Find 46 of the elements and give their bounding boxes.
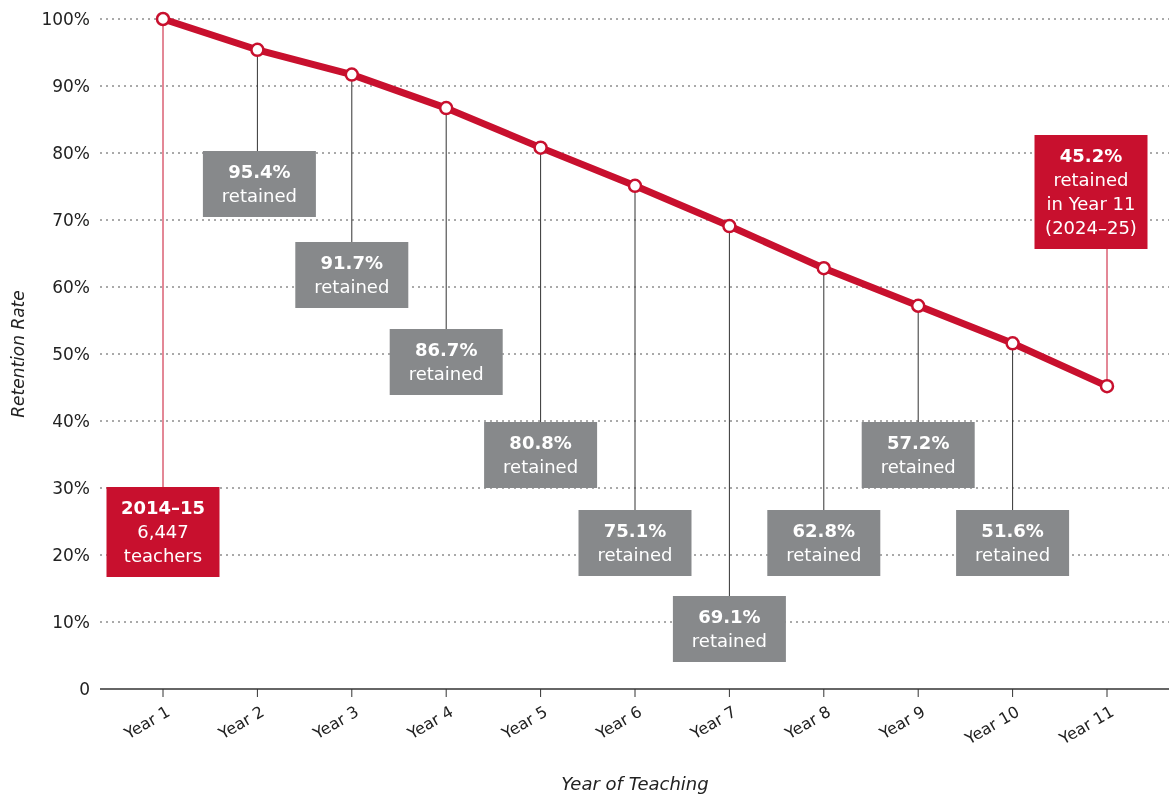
point	[722, 218, 737, 234]
y-tick-label: 40%	[52, 410, 90, 431]
annotation: 57.2% retained	[880, 432, 956, 477]
annotation: 95.4% retained	[221, 161, 297, 206]
point	[627, 178, 643, 194]
annotation: 91.7% retained	[314, 252, 390, 297]
annotation: 86.7% retained	[408, 339, 484, 384]
y-tick-label: 70%	[52, 209, 90, 230]
y-tick-label: 90%	[52, 75, 90, 96]
x-tick-label: Year 1	[120, 702, 173, 744]
point	[533, 140, 548, 155]
y-tick-label: 60%	[52, 276, 90, 297]
annotation: 80.8% retained	[503, 432, 579, 477]
annotation: 2014–15 6,447 teachers	[120, 497, 206, 566]
x-tick-label: Year 6	[592, 702, 645, 744]
annotation: 75.1% retained	[597, 520, 673, 565]
point	[438, 100, 454, 116]
x-tick-label: Year 3	[308, 702, 362, 744]
point	[344, 67, 360, 82]
y-tick-label: 100%	[41, 8, 90, 29]
x-tick-label: Year 9	[875, 702, 929, 744]
y-tick-label: 0	[79, 678, 90, 699]
point	[250, 42, 265, 58]
point	[910, 298, 926, 314]
x-tick-label: Year 2	[214, 702, 268, 744]
x-tick-label: Year 8	[780, 702, 834, 744]
y-tick-label: 30%	[52, 477, 90, 498]
y-tick-label: 10%	[52, 611, 90, 632]
point	[1005, 336, 1020, 351]
point	[155, 11, 171, 27]
y-tick-label: 50%	[52, 343, 90, 364]
annotation: 62.8% retained	[786, 520, 862, 565]
x-tick-label: Year 10	[960, 702, 1023, 749]
point	[1099, 378, 1115, 394]
x-tick-label: Year 7	[686, 702, 740, 744]
annotation: 69.1% retained	[691, 606, 767, 651]
y-tick-label: 80%	[52, 142, 90, 163]
y-tick-label: 20%	[52, 544, 90, 565]
point	[816, 260, 832, 276]
x-axis-title: Year of Teaching	[561, 773, 709, 794]
annotation: 45.2% retained in Year 11 (2024–25)	[1045, 145, 1137, 238]
x-tick-label: Year 5	[497, 702, 551, 744]
x-tick-label: Year 4	[403, 702, 457, 744]
y-axis-title: Retention Rate	[8, 290, 28, 418]
x-tick-label: Year 11	[1055, 702, 1117, 749]
annotation: 51.6% retained	[975, 520, 1051, 565]
